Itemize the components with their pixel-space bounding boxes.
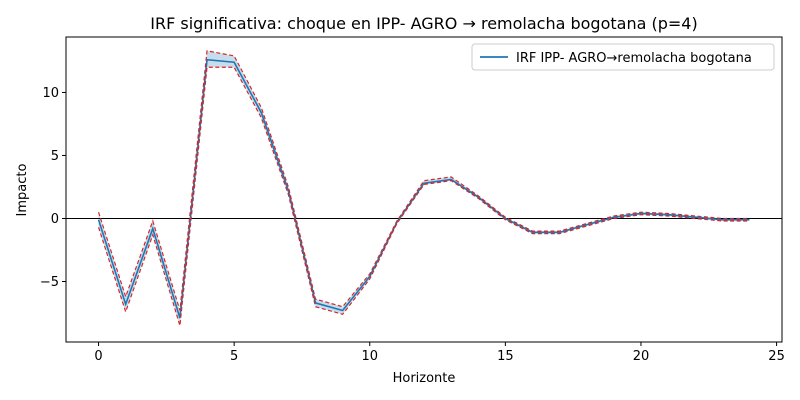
series-line-0 [97, 58, 750, 319]
band-upper-line [97, 50, 750, 311]
x-axis-label: Horizonte [393, 371, 456, 386]
y-tick-label: −5 [40, 275, 59, 290]
band-lower-line [97, 66, 750, 326]
x-tick-label: 15 [497, 349, 514, 364]
y-tick-label: 5 [51, 149, 59, 164]
y-axis: −5 0 5 10 [40, 86, 66, 290]
x-tick-label: 20 [633, 349, 650, 364]
series-layer [97, 50, 750, 326]
y-tick-label: 10 [42, 86, 59, 101]
x-tick-label: 10 [361, 349, 378, 364]
x-axis: 0 5 10 15 20 25 [94, 342, 785, 364]
chart-title: IRF significativa: choque en IPP- AGRO →… [150, 14, 697, 33]
plot-frame [65, 36, 783, 343]
legend: IRF IPP- AGRO→remolacha bogotana [471, 43, 775, 71]
x-tick-label: 25 [768, 349, 785, 364]
y-tick-label: 0 [51, 212, 59, 227]
legend-label: IRF IPP- AGRO→remolacha bogotana [516, 51, 752, 66]
x-tick-label: 0 [94, 349, 102, 364]
x-tick-label: 5 [230, 349, 238, 364]
y-axis-label: Impacto [15, 164, 30, 217]
legend-box [471, 43, 775, 71]
